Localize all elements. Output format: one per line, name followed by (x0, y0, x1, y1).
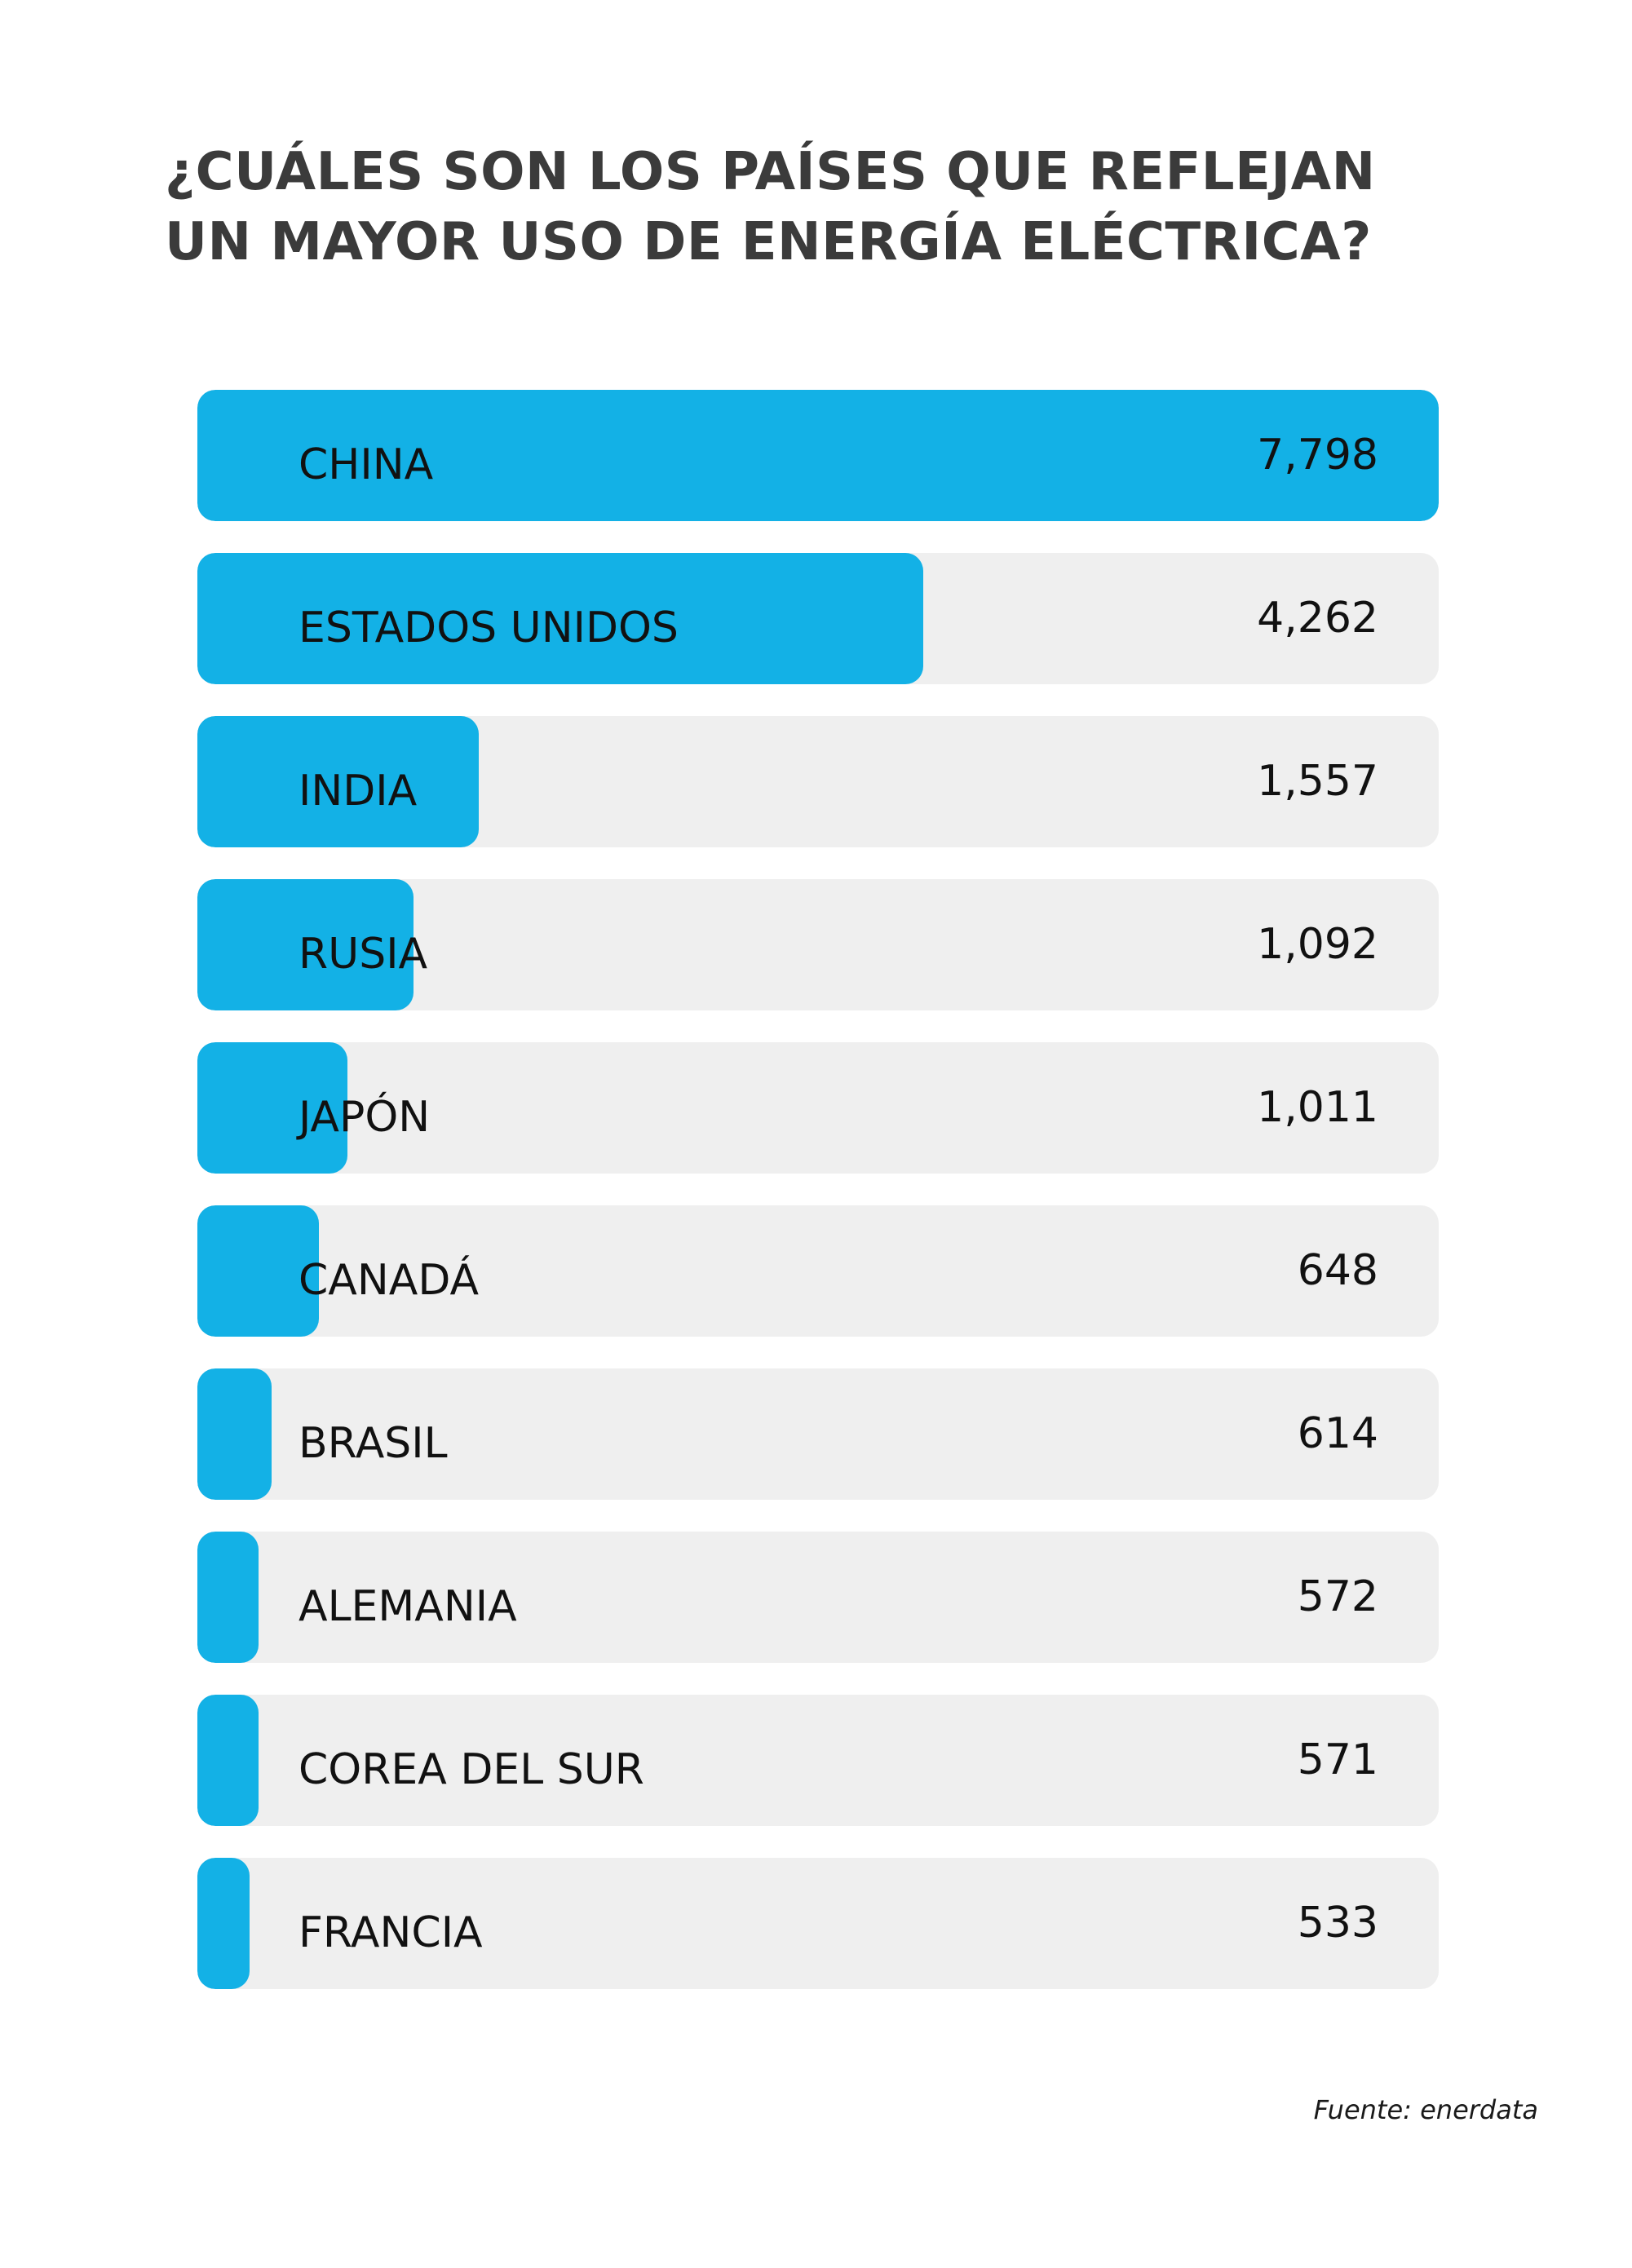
category-label: COREA DEL SUR (299, 1745, 644, 1794)
bar-row: COREA DEL SUR 571 (197, 1695, 1439, 1826)
category-label: INDIA (299, 767, 418, 816)
category-label: ESTADOS UNIDOS (299, 603, 679, 652)
bar-chart: CHINA 7,798 ESTADOS UNIDOS 4,262 INDIA 1,557 R… (197, 390, 1439, 2021)
bar (197, 1368, 272, 1500)
value-label: 572 (1297, 1572, 1378, 1621)
bar (197, 716, 479, 847)
bar (197, 1042, 347, 1174)
chart-title-line-1: ¿CUÁLES SON LOS PAÍSES QUE REFLEJAN (165, 142, 1376, 202)
bar-row: ESTADOS UNIDOS 4,262 (197, 553, 1439, 684)
bar (197, 1205, 319, 1337)
value-label: 1,092 (1257, 920, 1378, 969)
value-label: 571 (1297, 1735, 1378, 1784)
chart-title-line-2: UN MAYOR USO DE ENERGÍA ELÉCTRICA? (165, 212, 1372, 272)
bar-row: JAPÓN 1,011 (197, 1042, 1439, 1174)
source-note: Fuente: enerdata (1313, 2094, 1538, 2125)
category-label: CHINA (299, 440, 434, 489)
value-label: 7,798 (1257, 431, 1378, 480)
bar (197, 1532, 259, 1663)
category-label: CANADÁ (299, 1256, 480, 1305)
bar-row: CHINA 7,798 (197, 390, 1439, 521)
category-label: JAPÓN (299, 1093, 431, 1142)
value-label: 533 (1297, 1899, 1378, 1947)
bar (197, 1858, 250, 1989)
bar (197, 390, 1439, 521)
bar-row: RUSIA 1,092 (197, 879, 1439, 1010)
bar-row: ALEMANIA 572 (197, 1532, 1439, 1663)
category-label: ALEMANIA (299, 1582, 517, 1631)
bar (197, 1695, 259, 1826)
bar-row: INDIA 1,557 (197, 716, 1439, 847)
chart-title: ¿CUÁLES SON LOS PAÍSES QUE REFLEJAN UN M… (165, 137, 1551, 277)
bar (197, 879, 414, 1010)
value-label: 648 (1297, 1246, 1378, 1295)
value-label: 4,262 (1257, 594, 1378, 643)
bar (197, 553, 923, 684)
value-label: 1,011 (1257, 1083, 1378, 1132)
category-label: FRANCIA (299, 1908, 483, 1957)
category-label: BRASIL (299, 1419, 448, 1468)
bar-row: CANADÁ 648 (197, 1205, 1439, 1337)
bar-row: BRASIL 614 (197, 1368, 1439, 1500)
bar-row: FRANCIA 533 (197, 1858, 1439, 1989)
value-label: 1,557 (1257, 757, 1378, 806)
category-label: RUSIA (299, 930, 428, 979)
value-label: 614 (1297, 1409, 1378, 1458)
